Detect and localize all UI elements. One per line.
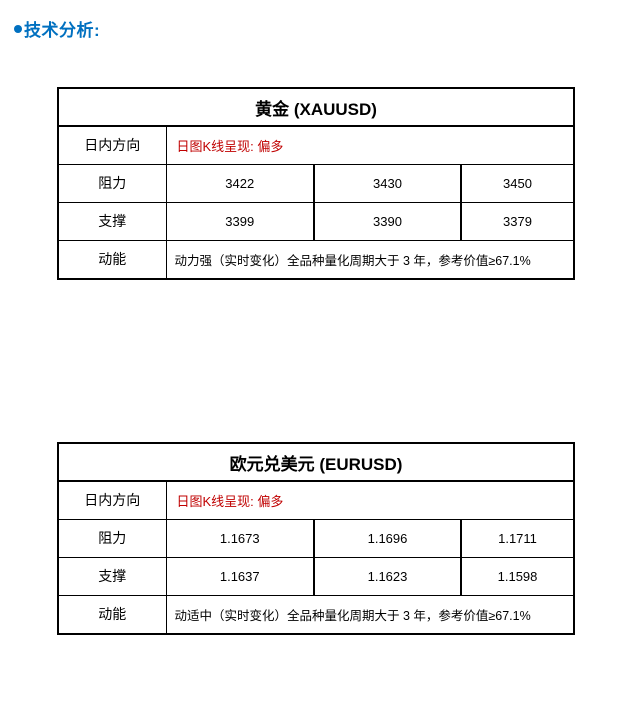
table-row-title: 欧元兑美元 (EURUSD)	[57, 442, 575, 482]
resistance-value-2: 3430	[313, 163, 462, 203]
table-row-support: 支撑 3399 3390 3379	[57, 201, 575, 241]
table-title: 黄金 (XAUUSD)	[57, 87, 575, 127]
row-label-support: 支撑	[57, 201, 167, 241]
table-row-direction: 日内方向 日图K线呈现: 偏多	[57, 125, 575, 165]
table-row-momentum: 动能 动力强（实时变化）全品种量化周期大于 3 年，参考价值≥67.1%	[57, 239, 575, 280]
section-heading-label: 技术分析:	[24, 21, 101, 40]
table-row-direction: 日内方向 日图K线呈现: 偏多	[57, 480, 575, 520]
row-label-momentum: 动能	[57, 239, 167, 280]
bullet-icon	[14, 24, 22, 33]
row-label-direction: 日内方向	[57, 125, 167, 165]
table-row-momentum: 动能 动适中（实时变化）全品种量化周期大于 3 年，参考价值≥67.1%	[57, 594, 575, 635]
table-row-resistance: 阻力 3422 3430 3450	[57, 163, 575, 203]
table-row-title: 黄金 (XAUUSD)	[57, 87, 575, 127]
xauusd-table: 黄金 (XAUUSD) 日内方向 日图K线呈现: 偏多 阻力 3422 3430…	[57, 87, 576, 280]
resistance-value-3: 3450	[459, 163, 575, 203]
table-row-support: 支撑 1.1637 1.1623 1.1598	[57, 556, 575, 596]
section-heading: 技术分析:	[14, 16, 100, 41]
momentum-value: 动适中（实时变化）全品种量化周期大于 3 年，参考价值≥67.1%	[165, 594, 575, 635]
table-row-resistance: 阻力 1.1673 1.1696 1.1711	[57, 518, 575, 558]
row-label-momentum: 动能	[57, 594, 167, 635]
eurusd-table: 欧元兑美元 (EURUSD) 日内方向 日图K线呈现: 偏多 阻力 1.1673…	[57, 442, 576, 635]
row-label-direction: 日内方向	[57, 480, 167, 520]
support-value-3: 3379	[459, 201, 575, 241]
support-value-2: 1.1623	[313, 556, 462, 596]
support-value-1: 1.1637	[165, 556, 315, 596]
resistance-value-2: 1.1696	[313, 518, 462, 558]
row-label-support: 支撑	[57, 556, 167, 596]
direction-value: 日图K线呈现: 偏多	[165, 125, 575, 165]
momentum-value: 动力强（实时变化）全品种量化周期大于 3 年，参考价值≥67.1%	[165, 239, 575, 280]
support-value-3: 1.1598	[459, 556, 575, 596]
direction-value: 日图K线呈现: 偏多	[165, 480, 575, 520]
resistance-value-1: 1.1673	[165, 518, 315, 558]
row-label-resistance: 阻力	[57, 518, 167, 558]
resistance-value-3: 1.1711	[459, 518, 575, 558]
support-value-2: 3390	[313, 201, 462, 241]
table-title: 欧元兑美元 (EURUSD)	[57, 442, 575, 482]
resistance-value-1: 3422	[165, 163, 315, 203]
row-label-resistance: 阻力	[57, 163, 167, 203]
support-value-1: 3399	[165, 201, 315, 241]
